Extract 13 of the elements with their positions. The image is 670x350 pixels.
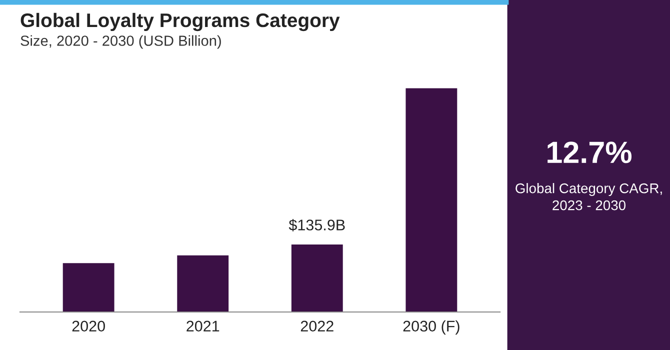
- text: Global Category CAGR, 2023 - 2030: [516, 183, 662, 210]
- x-tick-label: 2030 (F): [403, 320, 460, 335]
- bar: [177, 255, 229, 312]
- data-label: $135.9B: [288, 218, 345, 232]
- chart-title: Global Loyalty Programs Category: [20, 12, 340, 32]
- bar: [291, 244, 343, 312]
- x-tick-label: 2022: [300, 320, 334, 332]
- text: 12.7%: [548, 142, 632, 164]
- chart-subtitle: Size, 2020 - 2030 (USD Billion): [20, 35, 221, 49]
- x-tick-label: 2021: [186, 320, 220, 332]
- bar: [62, 263, 114, 312]
- x-tick-label: 2020: [72, 320, 105, 332]
- bar: [406, 88, 458, 312]
